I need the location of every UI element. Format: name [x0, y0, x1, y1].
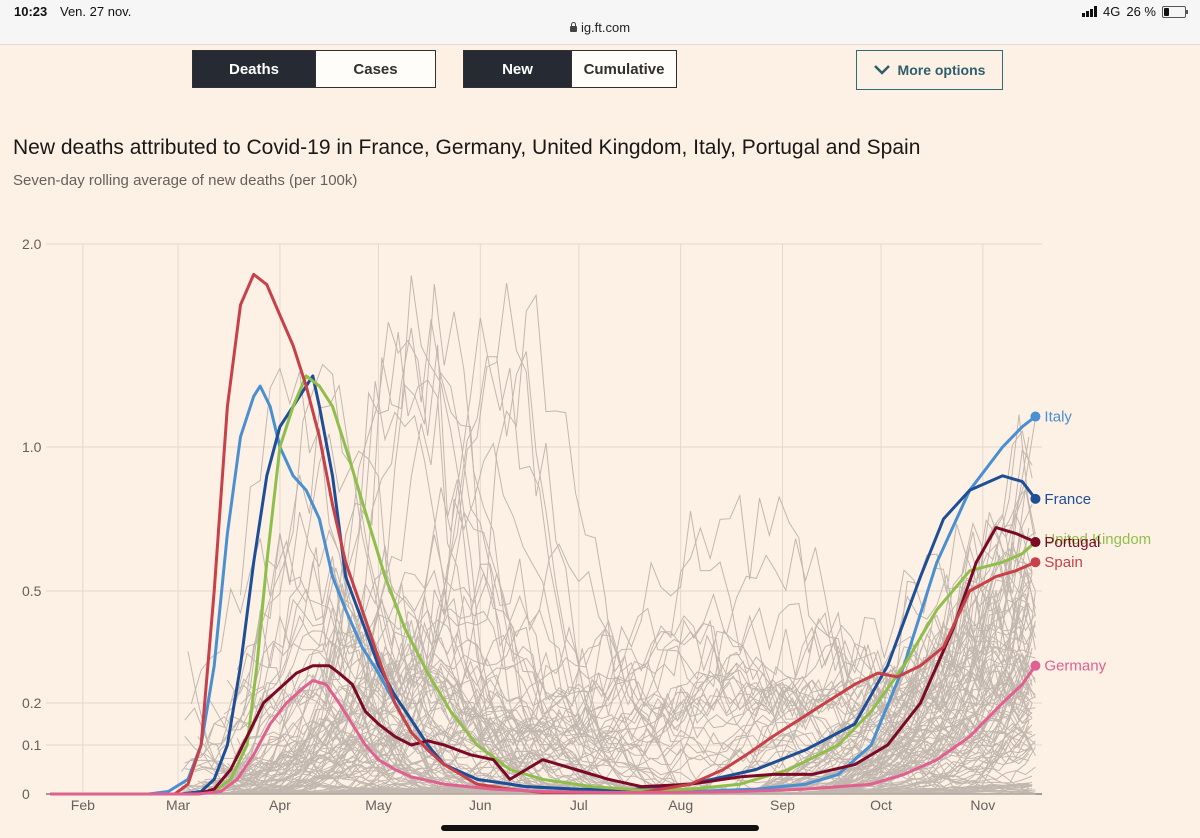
series-end-dot — [1030, 493, 1041, 504]
x-tick-label: Feb — [71, 797, 95, 813]
x-tick-label: Oct — [870, 797, 892, 813]
battery-label: 26 % — [1126, 4, 1156, 19]
series-line-france — [50, 374, 1037, 796]
url-bar[interactable]: ig.ft.com — [0, 20, 1200, 35]
background-country-line — [194, 686, 1033, 795]
url-text: ig.ft.com — [580, 20, 631, 35]
series-label: Germany — [1044, 658, 1106, 675]
new-button[interactable]: New — [464, 51, 571, 87]
metric-toggle: Deaths Cases — [192, 50, 436, 88]
status-date: Ven. 27 nov. — [60, 4, 132, 19]
series-label: Spain — [1044, 554, 1082, 571]
background-country-line — [240, 585, 1030, 785]
series-line-spain — [50, 272, 1037, 796]
chevron-down-icon — [873, 65, 890, 75]
y-tick-label: 0.1 — [22, 737, 42, 753]
x-tick-label: Nov — [970, 797, 995, 813]
battery-fill — [1164, 7, 1170, 16]
y-tick-label: 0.5 — [22, 583, 42, 599]
background-country-line — [204, 660, 1033, 781]
series-end-dot — [1030, 411, 1041, 422]
series-line-italy — [50, 384, 1037, 796]
more-options-button[interactable]: More options — [856, 50, 1003, 90]
y-tick-label: 0 — [22, 786, 30, 802]
series-label: Italy — [1044, 409, 1072, 426]
x-tick-label: Apr — [269, 797, 291, 813]
x-tick-label: Jun — [469, 797, 492, 813]
series-label: United Kingdom — [1044, 531, 1151, 548]
status-time: 10:23 — [14, 4, 48, 19]
status-right: 4G 26 % — [1082, 4, 1188, 19]
series-label: Portugal — [1044, 534, 1100, 551]
signal-icon — [1082, 6, 1098, 17]
background-country-line — [201, 714, 1030, 785]
chart: 0 0.1 0.2 0.5 1.0 2.0 Feb Mar Apr May Jun Jul Aug Sep… — [22, 236, 1151, 813]
x-tick-label: Aug — [668, 797, 693, 813]
series-end-dot — [1030, 537, 1041, 548]
chart-title: New deaths attributed to Covid-19 in Fra… — [13, 136, 921, 159]
battery-icon — [1162, 5, 1188, 18]
cases-button[interactable]: Cases — [315, 51, 435, 87]
x-tick-label: Sep — [770, 797, 795, 813]
deaths-button[interactable]: Deaths — [193, 51, 315, 87]
more-options-label: More options — [897, 62, 986, 78]
background-country-line — [230, 604, 1030, 795]
cumulative-button[interactable]: Cumulative — [571, 51, 676, 87]
background-country-line — [191, 653, 1030, 776]
background-country-line — [230, 331, 1030, 795]
background-country-line — [201, 527, 1030, 795]
background-country-line — [233, 275, 1033, 795]
series-line-portugal — [50, 526, 1037, 796]
status-bar: 10:23 Ven. 27 nov. 4G 26 % ig.ft.com — [0, 0, 1200, 45]
network-label: 4G — [1103, 4, 1121, 19]
x-tick-label: Mar — [166, 797, 190, 813]
x-tick-label: Jul — [570, 797, 588, 813]
y-tick-label: 2.0 — [22, 236, 42, 252]
series-line-united-kingdom — [50, 374, 1037, 796]
chart-subtitle: Seven-day rolling average of new deaths … — [13, 172, 358, 189]
background-series-group — [181, 275, 1036, 795]
y-tick-label: 1.0 — [22, 439, 42, 455]
background-country-line — [220, 624, 1030, 795]
series-end-dot — [1030, 557, 1041, 568]
lock-icon — [569, 22, 577, 32]
series-line-germany — [50, 664, 1037, 796]
series-label: France — [1044, 491, 1091, 508]
series-end-dot — [1030, 660, 1041, 671]
background-country-line — [188, 565, 1036, 795]
home-indicator[interactable] — [441, 825, 759, 831]
mode-toggle: New Cumulative — [463, 50, 677, 88]
x-tick-label: May — [365, 797, 391, 813]
y-tick-label: 0.2 — [22, 695, 42, 711]
